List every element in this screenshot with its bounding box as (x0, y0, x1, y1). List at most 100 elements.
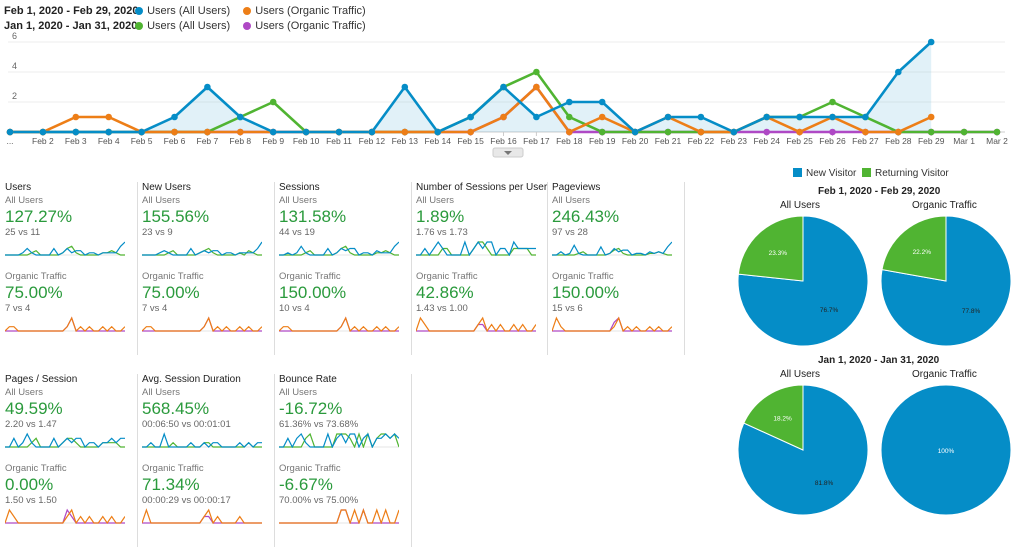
data-point[interactable] (72, 113, 80, 121)
data-point[interactable] (862, 113, 869, 121)
pie-legend-returning[interactable]: Returning Visitor (862, 168, 949, 179)
data-point[interactable] (533, 113, 540, 121)
pie-slice-returning-visitor[interactable] (743, 384, 804, 451)
metric-tile[interactable]: Bounce Rate All Users -16.72% 61.36% vs 73.… (279, 374, 411, 524)
data-point[interactable] (829, 113, 836, 121)
tile-divider (137, 374, 138, 547)
data-point[interactable] (730, 128, 738, 136)
metric-comparison: 1.50 vs 1.50 (5, 495, 57, 506)
data-point[interactable] (237, 113, 244, 121)
pie-slice-label: 76.7% (820, 307, 839, 314)
pie-legend-new[interactable]: New Visitor (793, 168, 856, 179)
series-area (10, 42, 932, 132)
data-point[interactable] (138, 128, 145, 136)
data-point[interactable] (763, 113, 770, 121)
legend-label: Users (Organic Traffic) (255, 5, 366, 17)
pie-title: Organic Traffic (912, 369, 977, 380)
data-point[interactable] (829, 98, 836, 106)
metric-tile[interactable]: Number of Sessions per User All Users 1.89… (416, 182, 548, 332)
pie-slice-returning-visitor[interactable] (881, 215, 947, 282)
data-point[interactable] (631, 128, 639, 136)
metric-tile[interactable]: Sessions All Users 131.58% 44 vs 19 Organic … (279, 182, 411, 332)
metric-tile[interactable]: Avg. Session Duration All Users 568.45% 00:… (142, 374, 274, 524)
data-point[interactable] (269, 98, 277, 106)
data-point[interactable] (927, 38, 935, 46)
data-point[interactable] (566, 128, 573, 136)
data-point[interactable] (500, 113, 507, 121)
data-point[interactable] (895, 68, 902, 76)
sparkline (142, 241, 262, 256)
pie-slice-new-visitor[interactable] (880, 215, 1012, 347)
pie-slice-new-visitor[interactable] (737, 215, 869, 347)
data-point[interactable] (72, 128, 80, 136)
data-point[interactable] (960, 128, 968, 136)
data-point[interactable] (566, 98, 573, 106)
metric-comparison: 00:00:29 vs 00:00:17 (142, 495, 231, 506)
legend-item-current-all[interactable]: Users (All Users) (135, 4, 230, 18)
data-point[interactable] (697, 128, 705, 136)
data-point[interactable] (533, 83, 540, 91)
pie-slice-returning-visitor[interactable] (737, 215, 804, 282)
data-point[interactable] (566, 113, 573, 121)
data-point[interactable] (533, 68, 540, 76)
tile-divider (274, 374, 275, 547)
metric-tile[interactable]: Users All Users 127.27% 25 vs 11 Organic Tra… (5, 182, 137, 332)
data-point[interactable] (467, 113, 474, 121)
data-point[interactable] (302, 128, 310, 136)
data-point[interactable] (6, 128, 14, 136)
data-point[interactable] (598, 128, 606, 136)
data-point[interactable] (368, 128, 376, 136)
data-point[interactable] (796, 113, 803, 121)
legend-item-previous-all[interactable]: Users (All Users) (135, 19, 230, 33)
data-point[interactable] (993, 128, 1001, 136)
data-point[interactable] (171, 128, 178, 136)
data-point[interactable] (401, 128, 409, 136)
data-point[interactable] (763, 128, 770, 136)
data-point[interactable] (335, 128, 343, 136)
metric-tile[interactable]: New Users All Users 155.56% 23 vs 9 Organic … (142, 182, 274, 332)
legend-item-current-organic[interactable]: Users (Organic Traffic) (243, 4, 366, 18)
x-tick-label: Feb 23 (721, 136, 748, 146)
legend-row-current: Feb 1, 2020 - Feb 29, 2020: Users (All U… (4, 4, 376, 18)
data-point[interactable] (927, 113, 935, 121)
data-point[interactable] (829, 128, 836, 136)
pie-slice-new-visitor[interactable] (880, 384, 1012, 516)
data-point[interactable] (105, 113, 112, 121)
pie-chart-current-organic: 22.2% 77.8% (880, 215, 1012, 347)
data-point[interactable] (598, 113, 606, 121)
data-point[interactable] (927, 128, 935, 136)
sparkline-chart (142, 241, 262, 256)
data-point[interactable] (862, 128, 869, 136)
metric-title: Users (5, 182, 32, 193)
data-point[interactable] (664, 128, 672, 136)
data-point[interactable] (467, 128, 474, 136)
chart-collapse-handle[interactable] (492, 147, 524, 158)
data-point[interactable] (171, 113, 178, 121)
x-tick-label: Feb 15 (457, 136, 484, 146)
sparkline (279, 432, 399, 448)
data-point[interactable] (204, 83, 211, 91)
data-point[interactable] (500, 83, 507, 91)
x-tick-label: Feb 16 (490, 136, 517, 146)
metric-change-value: 127.27% (5, 207, 73, 226)
segment-label: All Users (416, 195, 455, 206)
data-point[interactable] (237, 128, 244, 136)
data-point[interactable] (895, 128, 902, 136)
pie-slice-label: 22.2% (913, 249, 932, 256)
pie-slice-new-visitor[interactable] (737, 384, 869, 516)
metric-tile[interactable]: Pages / Session All Users 49.59% 2.20 vs 1.… (5, 374, 137, 524)
data-point[interactable] (269, 128, 277, 136)
data-point[interactable] (664, 113, 672, 121)
data-point[interactable] (796, 128, 803, 136)
data-point[interactable] (598, 98, 606, 106)
data-point[interactable] (204, 128, 211, 136)
sparkline (279, 241, 399, 256)
data-point[interactable] (39, 128, 47, 136)
data-point[interactable] (434, 128, 442, 136)
data-point[interactable] (105, 128, 112, 136)
metric-tile[interactable]: Pageviews All Users 246.43% 97 vs 28 Organic… (552, 182, 684, 332)
data-point[interactable] (697, 113, 705, 121)
sparkline-chart (416, 240, 536, 256)
data-point[interactable] (401, 83, 409, 91)
legend-item-previous-organic[interactable]: Users (Organic Traffic) (243, 19, 366, 33)
